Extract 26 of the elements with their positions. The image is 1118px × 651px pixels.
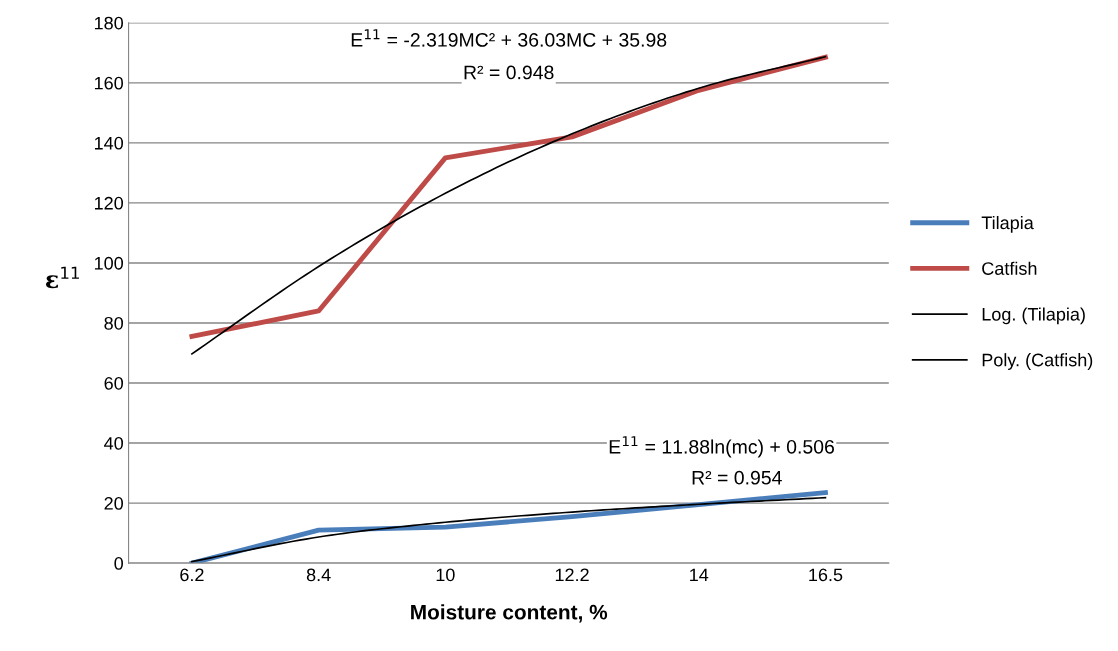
x-tick-label: 16.5 <box>809 568 843 582</box>
annotation: R² = 0.948 <box>464 65 554 80</box>
y-tick-label: 120 <box>94 196 124 210</box>
annotation: R² = 0.954 <box>692 470 782 485</box>
y-tick-label: 180 <box>94 16 124 30</box>
y-tick-label: 100 <box>94 256 124 270</box>
x-axis-title: Moisture content, % <box>411 604 608 623</box>
y-tick-label: 40 <box>104 436 123 450</box>
x-tick-label: 14 <box>690 568 709 582</box>
y-tick-label: 140 <box>94 136 124 150</box>
y-tick-label: 60 <box>104 376 123 390</box>
legend-label: Tilapia <box>981 215 1034 233</box>
annotation: E$^{11}$ = 11.88ln(mc) + 0.506 <box>609 436 834 458</box>
x-tick-label: 8.4 <box>306 568 331 582</box>
x-tick-label: 6.2 <box>180 568 204 582</box>
y-tick-label: 20 <box>104 497 123 510</box>
y-tick-label: 80 <box>104 316 123 330</box>
legend-label: Log. (Tilapia) <box>982 307 1085 325</box>
x-tick-label: 12.2 <box>555 568 589 582</box>
y-tick-label: 0 <box>114 557 123 570</box>
y-axis-title: ε$^{11}$ <box>45 266 79 289</box>
legend-label: Poly. (Catfish) <box>982 353 1093 370</box>
legend-label: Catfish <box>982 261 1037 275</box>
y-tick-label: 160 <box>94 76 124 90</box>
annotation: E$^{11}$ = -2.319MC² + 36.03MC + 35.98 <box>351 29 667 47</box>
x-tick-label: 10 <box>436 568 455 582</box>
